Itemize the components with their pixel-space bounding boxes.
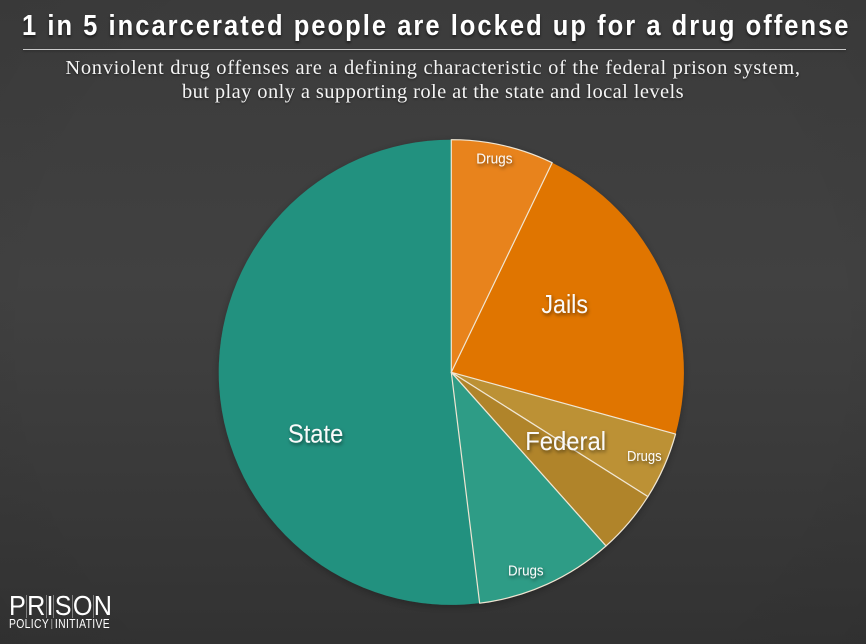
svg-text:Drugs: Drugs — [508, 563, 544, 580]
svg-text:Drugs: Drugs — [627, 448, 662, 465]
svg-text:Drugs: Drugs — [476, 151, 512, 168]
svg-text:Jails: Jails — [541, 289, 588, 319]
svg-text:Federal: Federal — [525, 426, 606, 456]
svg-text:State: State — [288, 418, 343, 448]
